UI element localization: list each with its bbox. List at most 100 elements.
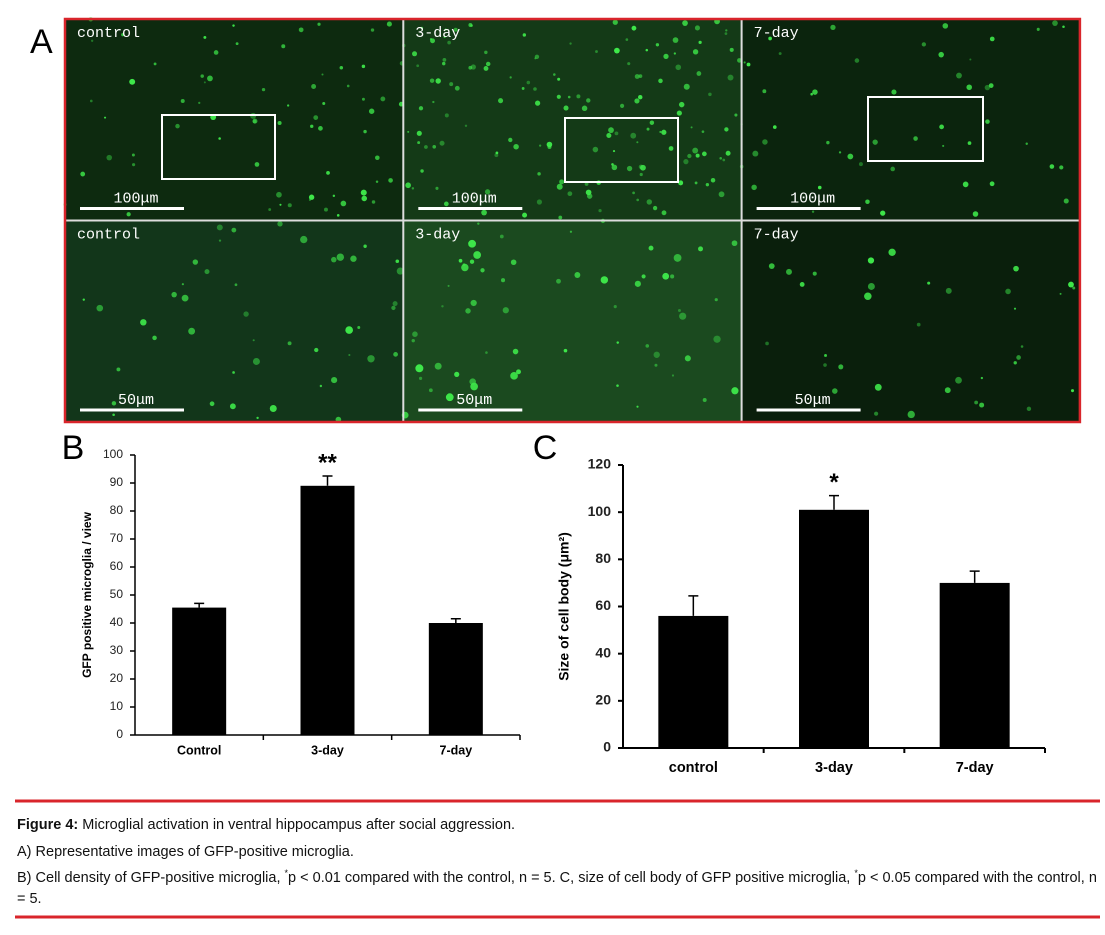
microglia-cell: [254, 162, 260, 167]
microglia-cell: [1068, 281, 1074, 288]
microglia-cell: [473, 251, 482, 259]
y-tick-label: 20: [110, 671, 124, 685]
microglia-cell: [710, 177, 716, 183]
microglia-cell: [751, 184, 757, 191]
microglia-cell: [563, 105, 569, 111]
microglia-cell: [969, 58, 972, 61]
microglia-cell: [494, 153, 499, 158]
microglia-cell: [890, 166, 896, 172]
microglia-cell: [276, 191, 282, 198]
microglia-cell: [405, 182, 411, 189]
microglia-cell: [89, 99, 93, 103]
microglia-cell: [768, 36, 772, 41]
microglia-cell: [286, 104, 290, 107]
microglia-cell: [175, 123, 180, 129]
microglia-cell: [701, 151, 707, 157]
microglia-cell: [350, 255, 357, 262]
microglia-cell: [340, 200, 347, 207]
microglia-cell: [638, 74, 643, 79]
microglia-cell: [765, 341, 769, 346]
image-label: control: [77, 226, 140, 243]
microglia-cell: [557, 77, 561, 81]
microglia-cell: [484, 189, 491, 195]
microglia-cell: [725, 29, 728, 32]
microglia-cell: [522, 33, 527, 37]
microglia-cell: [762, 89, 767, 94]
microglia-cell: [916, 322, 921, 327]
microglia-cell: [268, 208, 272, 211]
microglia-cell: [536, 199, 543, 205]
microglia-cell: [522, 212, 528, 218]
microglia-cell: [112, 413, 115, 417]
microglia-cell: [638, 164, 644, 170]
microglia-cell: [388, 178, 393, 183]
microglia-cell: [682, 20, 688, 26]
microglia-cell: [434, 362, 442, 370]
microglia-cell: [502, 307, 509, 314]
microglia-cell: [864, 292, 872, 301]
y-tick-label: 20: [595, 692, 611, 708]
caption-sup: *: [854, 868, 858, 878]
y-tick-label: 70: [110, 531, 124, 545]
microglia-cell: [420, 26, 424, 30]
microglia-cell: [980, 376, 984, 380]
microglia-cell: [967, 141, 972, 145]
microglia-cell: [810, 92, 813, 96]
bar: [799, 509, 869, 748]
microglia-cell: [581, 105, 588, 112]
y-tick-label: 40: [595, 644, 611, 660]
microglia-cell: [499, 234, 504, 239]
microglia-cell: [616, 384, 619, 387]
microglia-cell: [636, 198, 640, 202]
microglia-cell: [129, 78, 136, 85]
microglia-cell: [319, 384, 323, 388]
microglia-cell: [281, 44, 286, 49]
y-axis-label: Size of cell body (μm²): [556, 532, 572, 681]
microglia-cell: [449, 82, 454, 87]
y-tick-label: 60: [595, 597, 611, 613]
microglia-cell: [331, 377, 338, 384]
microglia-cell: [367, 355, 375, 363]
microglia-cell: [539, 144, 542, 147]
microglia-cell: [867, 282, 875, 290]
microglia-cell: [558, 215, 563, 220]
error-bar: [322, 475, 333, 486]
microglia-cell: [447, 40, 451, 45]
microglia-cell: [695, 153, 700, 158]
microglia-cell: [563, 348, 568, 353]
microglia-cell: [371, 200, 376, 204]
microglia-cell: [200, 74, 204, 78]
microglia-cell: [880, 210, 886, 216]
microglia-cell: [469, 378, 476, 385]
microglia-cell: [485, 351, 488, 354]
microglia-cell: [370, 28, 375, 32]
microglia-cell: [772, 125, 777, 129]
microglia-cell: [1005, 288, 1011, 295]
scale-label: 50μm: [795, 392, 831, 409]
microglia-cell: [140, 319, 147, 326]
microglia-cell: [1049, 164, 1055, 169]
microglia-cell: [1072, 286, 1076, 290]
microglia-cell: [360, 189, 367, 196]
microglia-cell: [442, 61, 446, 66]
caption-text: p < 0.01 compared with the control, n = …: [288, 869, 855, 886]
microglia-cell: [734, 113, 738, 117]
microglia-cell: [692, 49, 699, 55]
microglia-cell: [569, 230, 573, 233]
microglia-cell: [345, 326, 353, 334]
caption-label: Figure 4:: [17, 817, 79, 833]
microglia-cell: [445, 393, 454, 402]
microglia-cell: [203, 35, 207, 39]
microglia-cell: [942, 144, 945, 148]
microglia-cell: [927, 281, 931, 285]
microglia-cell: [708, 92, 712, 97]
x-tick-label: 3-day: [311, 743, 344, 757]
microglia-cell: [1062, 25, 1065, 29]
microglia-cell: [442, 58, 447, 62]
scale-label: 100μm: [452, 190, 497, 207]
microglia-cell: [641, 274, 646, 279]
panel-label: B: [62, 429, 85, 467]
microglia-cell: [470, 24, 473, 27]
